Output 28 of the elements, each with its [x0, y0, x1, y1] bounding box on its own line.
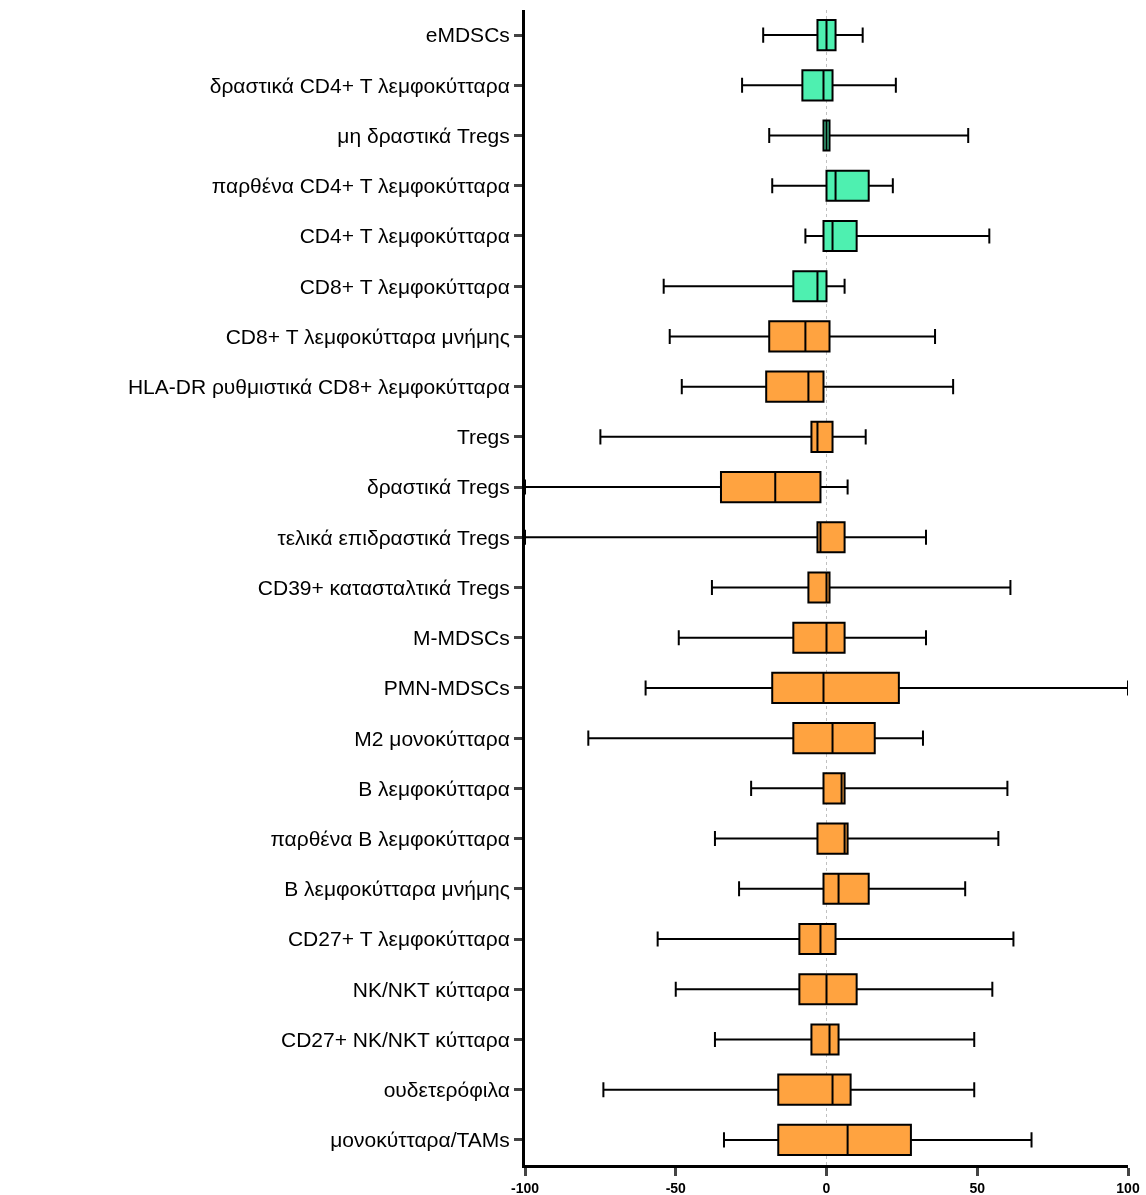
- y-tick-label: Β λεμφοκύτταρα: [358, 776, 510, 800]
- y-tick-label: ουδετερόφιλα: [383, 1078, 510, 1102]
- y-tick-label: NK/NKT κύτταρα: [352, 977, 510, 1001]
- y-tick-label: μονοκύτταρα/TAMs: [330, 1128, 510, 1152]
- y-tick-label: Β λεμφοκύτταρα μνήμης: [284, 877, 510, 901]
- y-tick-label: M-MDSCs: [412, 626, 510, 650]
- y-tick-label: CD8+ Τ λεμφοκύτταρα: [299, 274, 510, 298]
- x-tick-label: 50: [969, 1179, 986, 1195]
- y-tick-label: παρθένα CD4+ Τ λεμφοκύτταρα: [211, 174, 510, 198]
- y-tick-label: CD27+ Τ λεμφοκύτταρα: [287, 927, 510, 951]
- x-tick-label: 0: [822, 1179, 831, 1195]
- y-tick-label: Tregs: [456, 425, 510, 449]
- y-tick-label: eMDSCs: [425, 23, 510, 47]
- y-tick-label: CD27+ NK/NKT κύτταρα: [281, 1027, 510, 1051]
- y-tick-label: CD8+ Τ λεμφοκύτταρα μνήμης: [225, 324, 510, 348]
- y-tick-label: δραστικά CD4+ Τ λεμφοκύτταρα: [209, 73, 510, 97]
- y-tick-label: PMN-MDSCs: [383, 676, 510, 700]
- y-tick-label: παρθένα Β λεμφοκύτταρα: [270, 826, 510, 850]
- x-tick-label: -50: [665, 1179, 687, 1195]
- y-tick-label: HLA-DR ρυθμιστικά CD8+ λεμφοκύτταρα: [127, 374, 510, 398]
- x-tick-label: -100: [510, 1179, 540, 1195]
- y-tick-label: τελικά επιδραστικά Tregs: [277, 525, 510, 549]
- x-tick-label: 100: [1116, 1179, 1140, 1195]
- y-tick-label: CD4+ Τ λεμφοκύτταρα: [299, 224, 510, 248]
- y-tick-label: CD39+ κατασταλτικά Tregs: [257, 575, 510, 599]
- y-tick-label: M2 μονοκύτταρα: [354, 726, 510, 750]
- y-tick-label: δραστικά Tregs: [366, 475, 510, 499]
- y-tick-label: μη δραστικά Tregs: [337, 123, 510, 147]
